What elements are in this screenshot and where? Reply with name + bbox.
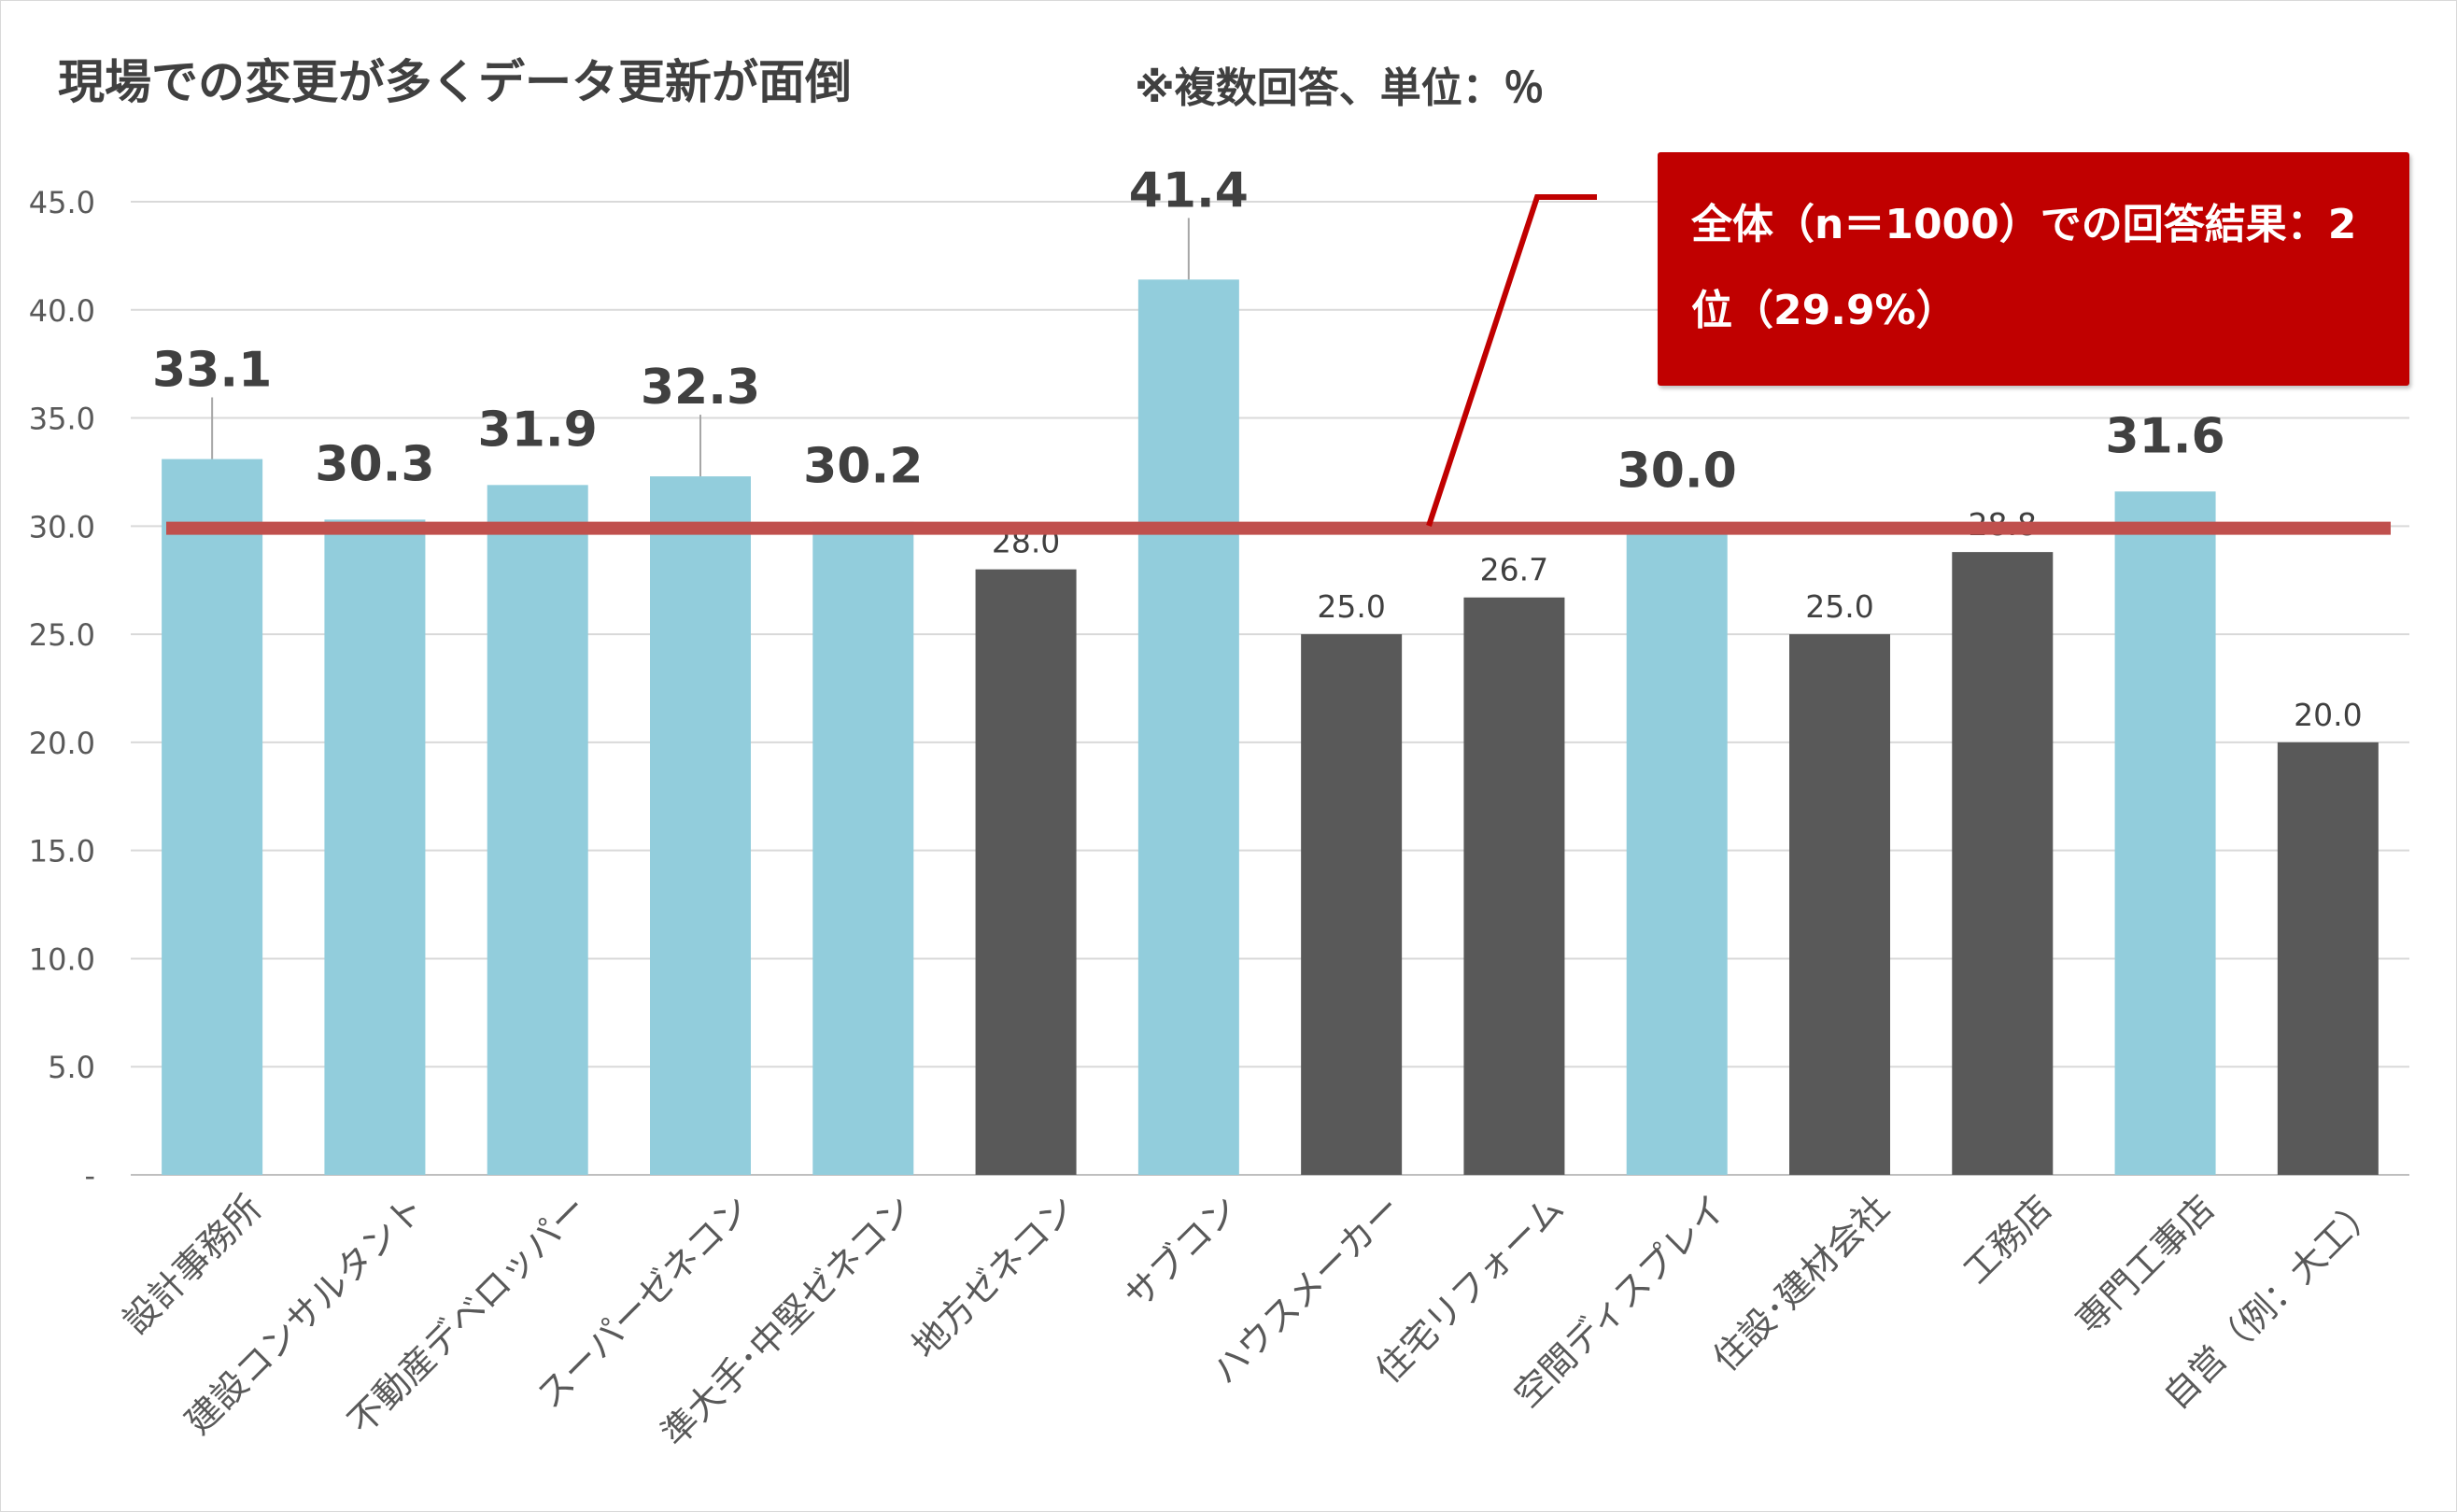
- bar: [1952, 552, 2054, 1175]
- data-label: 31.6: [2105, 408, 2224, 464]
- bar: [2277, 742, 2379, 1175]
- x-tick-label: 設計事務所: [115, 1187, 269, 1341]
- callout-box: 全体（n＝1000）での回答結果：2位（29.9%）: [1658, 152, 2409, 386]
- data-label: 25.0: [1805, 588, 1873, 625]
- data-label: 33.1: [152, 343, 272, 399]
- callout-connector: [1426, 194, 1597, 527]
- y-tick-label: 15.0: [29, 834, 95, 869]
- y-tick-label: 30.0: [29, 509, 95, 544]
- y-tick-label: 20.0: [29, 726, 95, 761]
- bar: [324, 519, 426, 1175]
- bar: [812, 521, 914, 1175]
- data-label: 25.0: [1317, 588, 1385, 625]
- bar: [1301, 634, 1403, 1175]
- y-tick-label: 5.0: [48, 1050, 95, 1085]
- bar: [1463, 597, 1565, 1175]
- y-tick-label: -: [84, 1158, 95, 1194]
- y-tick-label: 25.0: [29, 617, 95, 653]
- x-tick-label: 専門工事店: [2068, 1187, 2222, 1341]
- bar: [650, 476, 751, 1175]
- x-tick-label: 工務店: [1956, 1187, 2060, 1292]
- x-tick-label: サブコン: [1117, 1187, 1247, 1317]
- data-label: 30.2: [803, 439, 923, 495]
- data-label: 30.0: [1617, 443, 1737, 499]
- bar: [2114, 491, 2216, 1175]
- y-tick-label: 10.0: [29, 941, 95, 977]
- chart-note: ※複数回答、単位：％: [1135, 64, 1545, 112]
- y-tick-label: 40.0: [29, 293, 95, 329]
- y-tick-label: 45.0: [29, 185, 95, 220]
- data-label: 26.7: [1480, 552, 1548, 588]
- callout-text: 全体（n＝1000）での回答結果：2位（29.9%）: [1691, 201, 2357, 334]
- bar: [1137, 279, 1239, 1175]
- chart-title: 現場での変更が多くデータ更新が面倒: [58, 55, 852, 109]
- data-label: 41.4: [1129, 163, 1249, 219]
- bar: [487, 485, 588, 1175]
- data-label: 32.3: [641, 360, 760, 416]
- y-tick-label: 35.0: [29, 402, 95, 437]
- x-tick-label: 地方ゼネコン: [904, 1187, 1083, 1366]
- bar: [975, 569, 1077, 1175]
- bar: [1626, 526, 1728, 1175]
- bar: [1789, 634, 1890, 1175]
- data-label: 30.3: [315, 436, 434, 492]
- data-label: 31.9: [478, 402, 598, 458]
- bar: [162, 459, 263, 1175]
- data-label: 20.0: [2294, 697, 2362, 733]
